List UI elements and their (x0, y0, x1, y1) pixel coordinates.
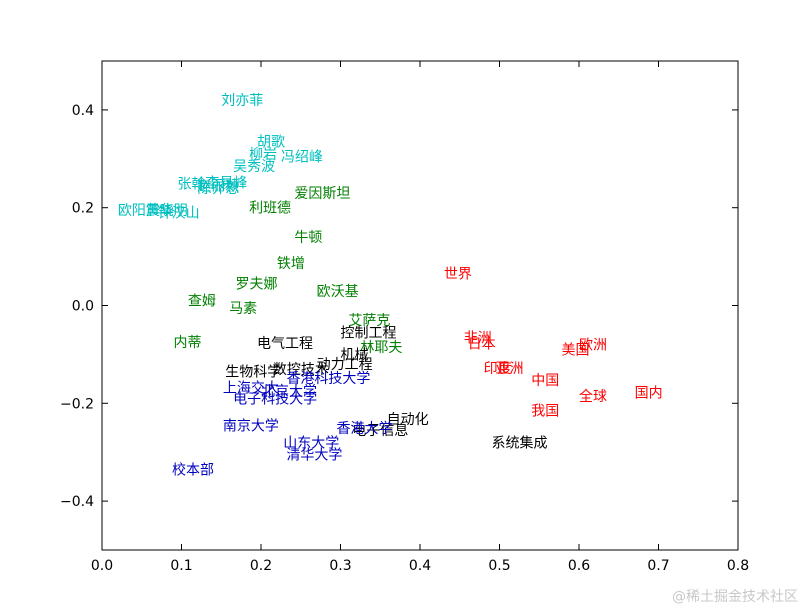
point-label: 钟汉山 (158, 205, 200, 222)
point-label: 系统集成 (492, 434, 548, 451)
point-label: 赵丽颖 (197, 179, 239, 195)
x-tick-label: 0.1 (170, 558, 192, 574)
point-label: 非洲 (464, 330, 492, 346)
point-label: 铁增 (277, 256, 305, 272)
point-label: 北京大学 (261, 384, 317, 400)
point-label: 欧沃基 (317, 283, 359, 300)
point-label: 黄晓明 (146, 202, 188, 219)
x-axis: 0.0 0.1 0.2 0.3 0.4 0.5 0.6 0.7 0.8 (91, 61, 749, 574)
point-label: 上海交大 (223, 380, 279, 397)
point-label: 电气工程 (257, 336, 313, 352)
point-label: 数控技术 (273, 362, 329, 378)
point-label: 罗夫娜 (236, 276, 278, 292)
watermark: @稀土掘金技术社区 (672, 589, 798, 605)
point-label: 冯绍峰 (281, 149, 323, 165)
x-tick-label: 0.4 (409, 558, 431, 574)
point-label: 香港科技大学 (286, 371, 370, 387)
point-label: 校本部 (172, 461, 214, 478)
point-label: 亚洲 (496, 361, 524, 377)
x-tick-label: 0.2 (250, 558, 272, 574)
point-label: 电子信息 (352, 422, 408, 439)
point-label: 南京大学 (223, 418, 279, 434)
point-label: 柳岩 (249, 146, 277, 163)
y-tick-label: −0.4 (60, 494, 94, 510)
point-label: 牛顿 (294, 230, 322, 246)
point-label: 美国 (562, 343, 590, 359)
point-label: 李易峰 (205, 175, 247, 191)
point-label: 刘亦菲 (221, 93, 263, 109)
y-axis: 0.4 0.2 0.0 −0.2 −0.4 (60, 103, 738, 510)
x-tick-label: 0.5 (488, 558, 510, 574)
point-label: 吴秀波 (233, 159, 275, 175)
point-label: 利班德 (249, 201, 291, 217)
y-tick-label: 0.2 (72, 201, 94, 217)
point-label: 爱因斯坦 (294, 186, 350, 202)
x-tick-label: 0.6 (568, 558, 590, 574)
point-label: 欧阳震华 (118, 203, 174, 219)
point-label: 清华大学 (286, 448, 342, 464)
point-label: 日本 (468, 337, 496, 353)
point-label: 欧洲 (579, 338, 607, 354)
point-label: 中国 (531, 373, 559, 389)
point-label: 艾萨克 (348, 313, 390, 329)
point-label: 自动化 (387, 412, 429, 428)
x-tick-label: 0.3 (329, 558, 351, 574)
y-tick-label: −0.2 (60, 396, 94, 412)
x-tick-label: 0.0 (91, 558, 113, 574)
point-label: 查姆 (188, 294, 216, 310)
point-label: 林耶夫 (360, 340, 402, 356)
point-label: 张翰 (178, 176, 206, 192)
x-tick-label: 0.7 (647, 558, 669, 574)
point-label: 动力工程 (317, 357, 373, 373)
point-label: 马素 (229, 301, 257, 317)
point-label: 控制工程 (341, 325, 397, 341)
point-label: 世界 (444, 267, 472, 283)
point-label: 电子科技大学 (233, 391, 317, 407)
point-label: 机械 (341, 347, 369, 363)
point-label: 我国 (531, 404, 559, 420)
point-label: 国内 (635, 386, 663, 402)
point-label: 香港大学 (337, 421, 393, 437)
point-label: 印度 (484, 361, 512, 377)
point-label: 陈乔恩 (197, 180, 239, 197)
point-label: 内蒂 (174, 335, 202, 351)
point-label: 胡歌 (257, 135, 285, 151)
point-label: 生物科学 (225, 365, 281, 381)
y-tick-label: 0.0 (72, 299, 94, 315)
x-tick-label: 0.8 (727, 558, 749, 574)
y-tick-label: 0.4 (72, 103, 94, 119)
point-label: 全球 (579, 388, 607, 405)
point-label: 山东大学 (283, 435, 339, 451)
